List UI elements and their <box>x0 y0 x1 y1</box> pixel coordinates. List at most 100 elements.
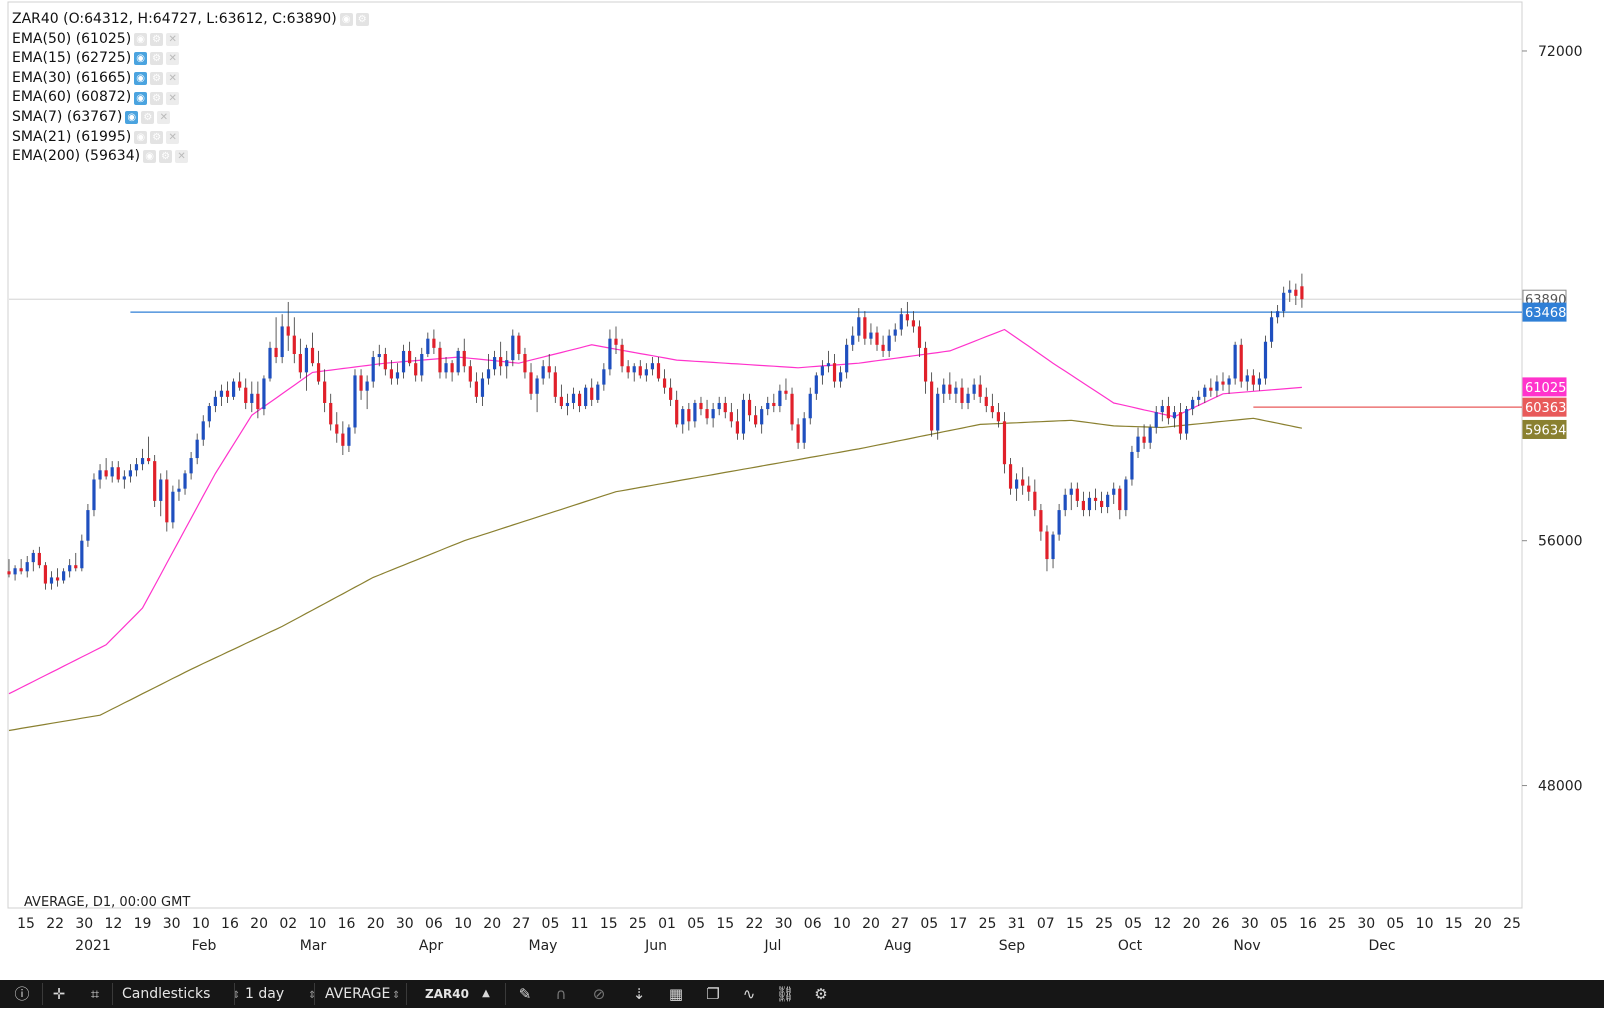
candle <box>165 470 169 532</box>
candle <box>669 378 673 407</box>
candle-body <box>559 396 563 407</box>
gear-icon[interactable]: ⚙ <box>150 32 164 46</box>
crosshair-icon[interactable]: ✛ <box>52 985 66 1003</box>
candle <box>1160 399 1164 422</box>
interval-caret[interactable]: ⇕ <box>308 990 317 1001</box>
chart-type-select[interactable]: Candlesticks <box>122 980 210 1008</box>
gear-icon[interactable]: ⚙ <box>150 52 164 66</box>
close-icon[interactable]: ✕ <box>166 32 180 46</box>
magnet-icon[interactable]: ∩ <box>555 985 567 1003</box>
candle <box>741 393 746 440</box>
candle-body <box>1142 436 1146 443</box>
crop-icon[interactable]: ⌗ <box>90 985 100 1003</box>
eye-icon[interactable]: ◉ <box>143 150 157 164</box>
candle <box>116 461 120 483</box>
candle-body <box>547 366 551 373</box>
symbol-select[interactable]: ZAR40 <box>425 980 469 1008</box>
settings-icon[interactable]: ⚙ <box>814 985 828 1003</box>
candle-body <box>1178 412 1183 434</box>
x-month-label: Jul <box>764 938 782 954</box>
gear-icon[interactable]: ⚙ <box>159 150 173 164</box>
eye-icon[interactable]: ◉ <box>134 91 148 105</box>
candle-body <box>1166 406 1170 419</box>
candle <box>869 323 873 345</box>
price-tag-label: 59634 <box>1525 423 1566 438</box>
candle-body <box>49 577 54 584</box>
price-source-select[interactable]: AVERAGE <box>325 980 390 1008</box>
candle-body <box>329 402 333 425</box>
candle-body <box>1100 500 1104 508</box>
eye-icon[interactable]: ◉ <box>134 130 148 144</box>
candle-body <box>98 470 102 480</box>
x-tick-label: 15 <box>716 916 734 932</box>
link-icon[interactable]: ⛓ <box>775 985 795 1003</box>
gear-icon[interactable]: ⚙ <box>150 91 164 105</box>
x-month-label: Sep <box>999 938 1026 954</box>
candle-body <box>104 470 108 477</box>
close-icon[interactable]: ✕ <box>166 91 180 105</box>
candle-body <box>201 421 205 440</box>
candle-body <box>171 491 175 523</box>
eye-icon[interactable]: ◉ <box>339 13 353 27</box>
candle-body <box>231 381 236 397</box>
close-icon[interactable]: ✕ <box>166 52 180 66</box>
candle <box>1002 412 1007 474</box>
candle <box>917 320 922 358</box>
x-tick-label: 07 <box>1037 916 1055 932</box>
gear-icon[interactable]: ⚙ <box>355 13 369 27</box>
sort-icon[interactable]: ⇣ <box>632 985 646 1003</box>
eye-icon[interactable]: ◉ <box>134 52 148 66</box>
toolbar-divider <box>42 983 43 1005</box>
interval-select[interactable]: 1 day <box>245 980 284 1008</box>
candle-body <box>268 347 272 379</box>
candle <box>1178 402 1183 440</box>
price-chart[interactable]: 4800056000720006389063468610256036359634… <box>0 0 1604 980</box>
candle <box>298 338 302 379</box>
close-icon[interactable]: ✕ <box>166 72 180 86</box>
price-source-caret[interactable]: ⇕ <box>392 990 401 1001</box>
chart-type-caret[interactable]: ⇕ <box>232 990 241 1001</box>
gear-icon[interactable]: ⚙ <box>150 130 164 144</box>
candle-body <box>966 393 970 403</box>
x-tick-label: 25 <box>629 916 647 932</box>
candle-body <box>911 320 916 327</box>
x-month-label: Apr <box>419 938 443 954</box>
caret-up-icon[interactable]: ▲ <box>482 988 490 999</box>
candle <box>662 369 667 394</box>
hide-icon[interactable]: ⊘ <box>592 985 606 1003</box>
layout-grid-icon[interactable]: ▦ <box>668 985 684 1003</box>
candle <box>735 409 739 440</box>
candle-body <box>80 540 84 569</box>
candle-body <box>632 366 636 373</box>
gear-icon[interactable]: ⚙ <box>150 72 164 86</box>
candle <box>851 326 855 351</box>
gear-icon[interactable]: ⚙ <box>141 111 155 125</box>
close-icon[interactable]: ✕ <box>166 130 180 144</box>
candle <box>1112 482 1116 504</box>
candle-body <box>1033 491 1037 511</box>
candle-body <box>438 347 442 373</box>
candle <box>699 396 703 416</box>
info-icon[interactable]: ⓘ <box>14 985 30 1003</box>
eye-icon[interactable]: ◉ <box>134 32 148 46</box>
candle-body <box>729 412 733 422</box>
price-tag <box>1522 302 1567 322</box>
candle <box>1263 335 1268 385</box>
pencil-icon[interactable]: ✎ <box>518 985 532 1003</box>
close-icon[interactable]: ✕ <box>175 150 189 164</box>
indicator-icon[interactable]: ∿ <box>742 985 756 1003</box>
candle-body <box>43 565 48 584</box>
close-icon[interactable]: ✕ <box>157 111 171 125</box>
candle-body <box>468 366 472 382</box>
templates-icon[interactable]: ❐ <box>706 985 720 1003</box>
candle-body <box>838 372 843 382</box>
eye-icon[interactable]: ◉ <box>134 72 148 86</box>
indicator-label: SMA(7) (63767) <box>12 108 123 125</box>
candle-body <box>590 387 594 400</box>
candle <box>1276 305 1280 324</box>
eye-icon[interactable]: ◉ <box>125 111 139 125</box>
candle <box>219 384 224 407</box>
candle <box>1209 378 1213 397</box>
candle <box>893 323 897 342</box>
